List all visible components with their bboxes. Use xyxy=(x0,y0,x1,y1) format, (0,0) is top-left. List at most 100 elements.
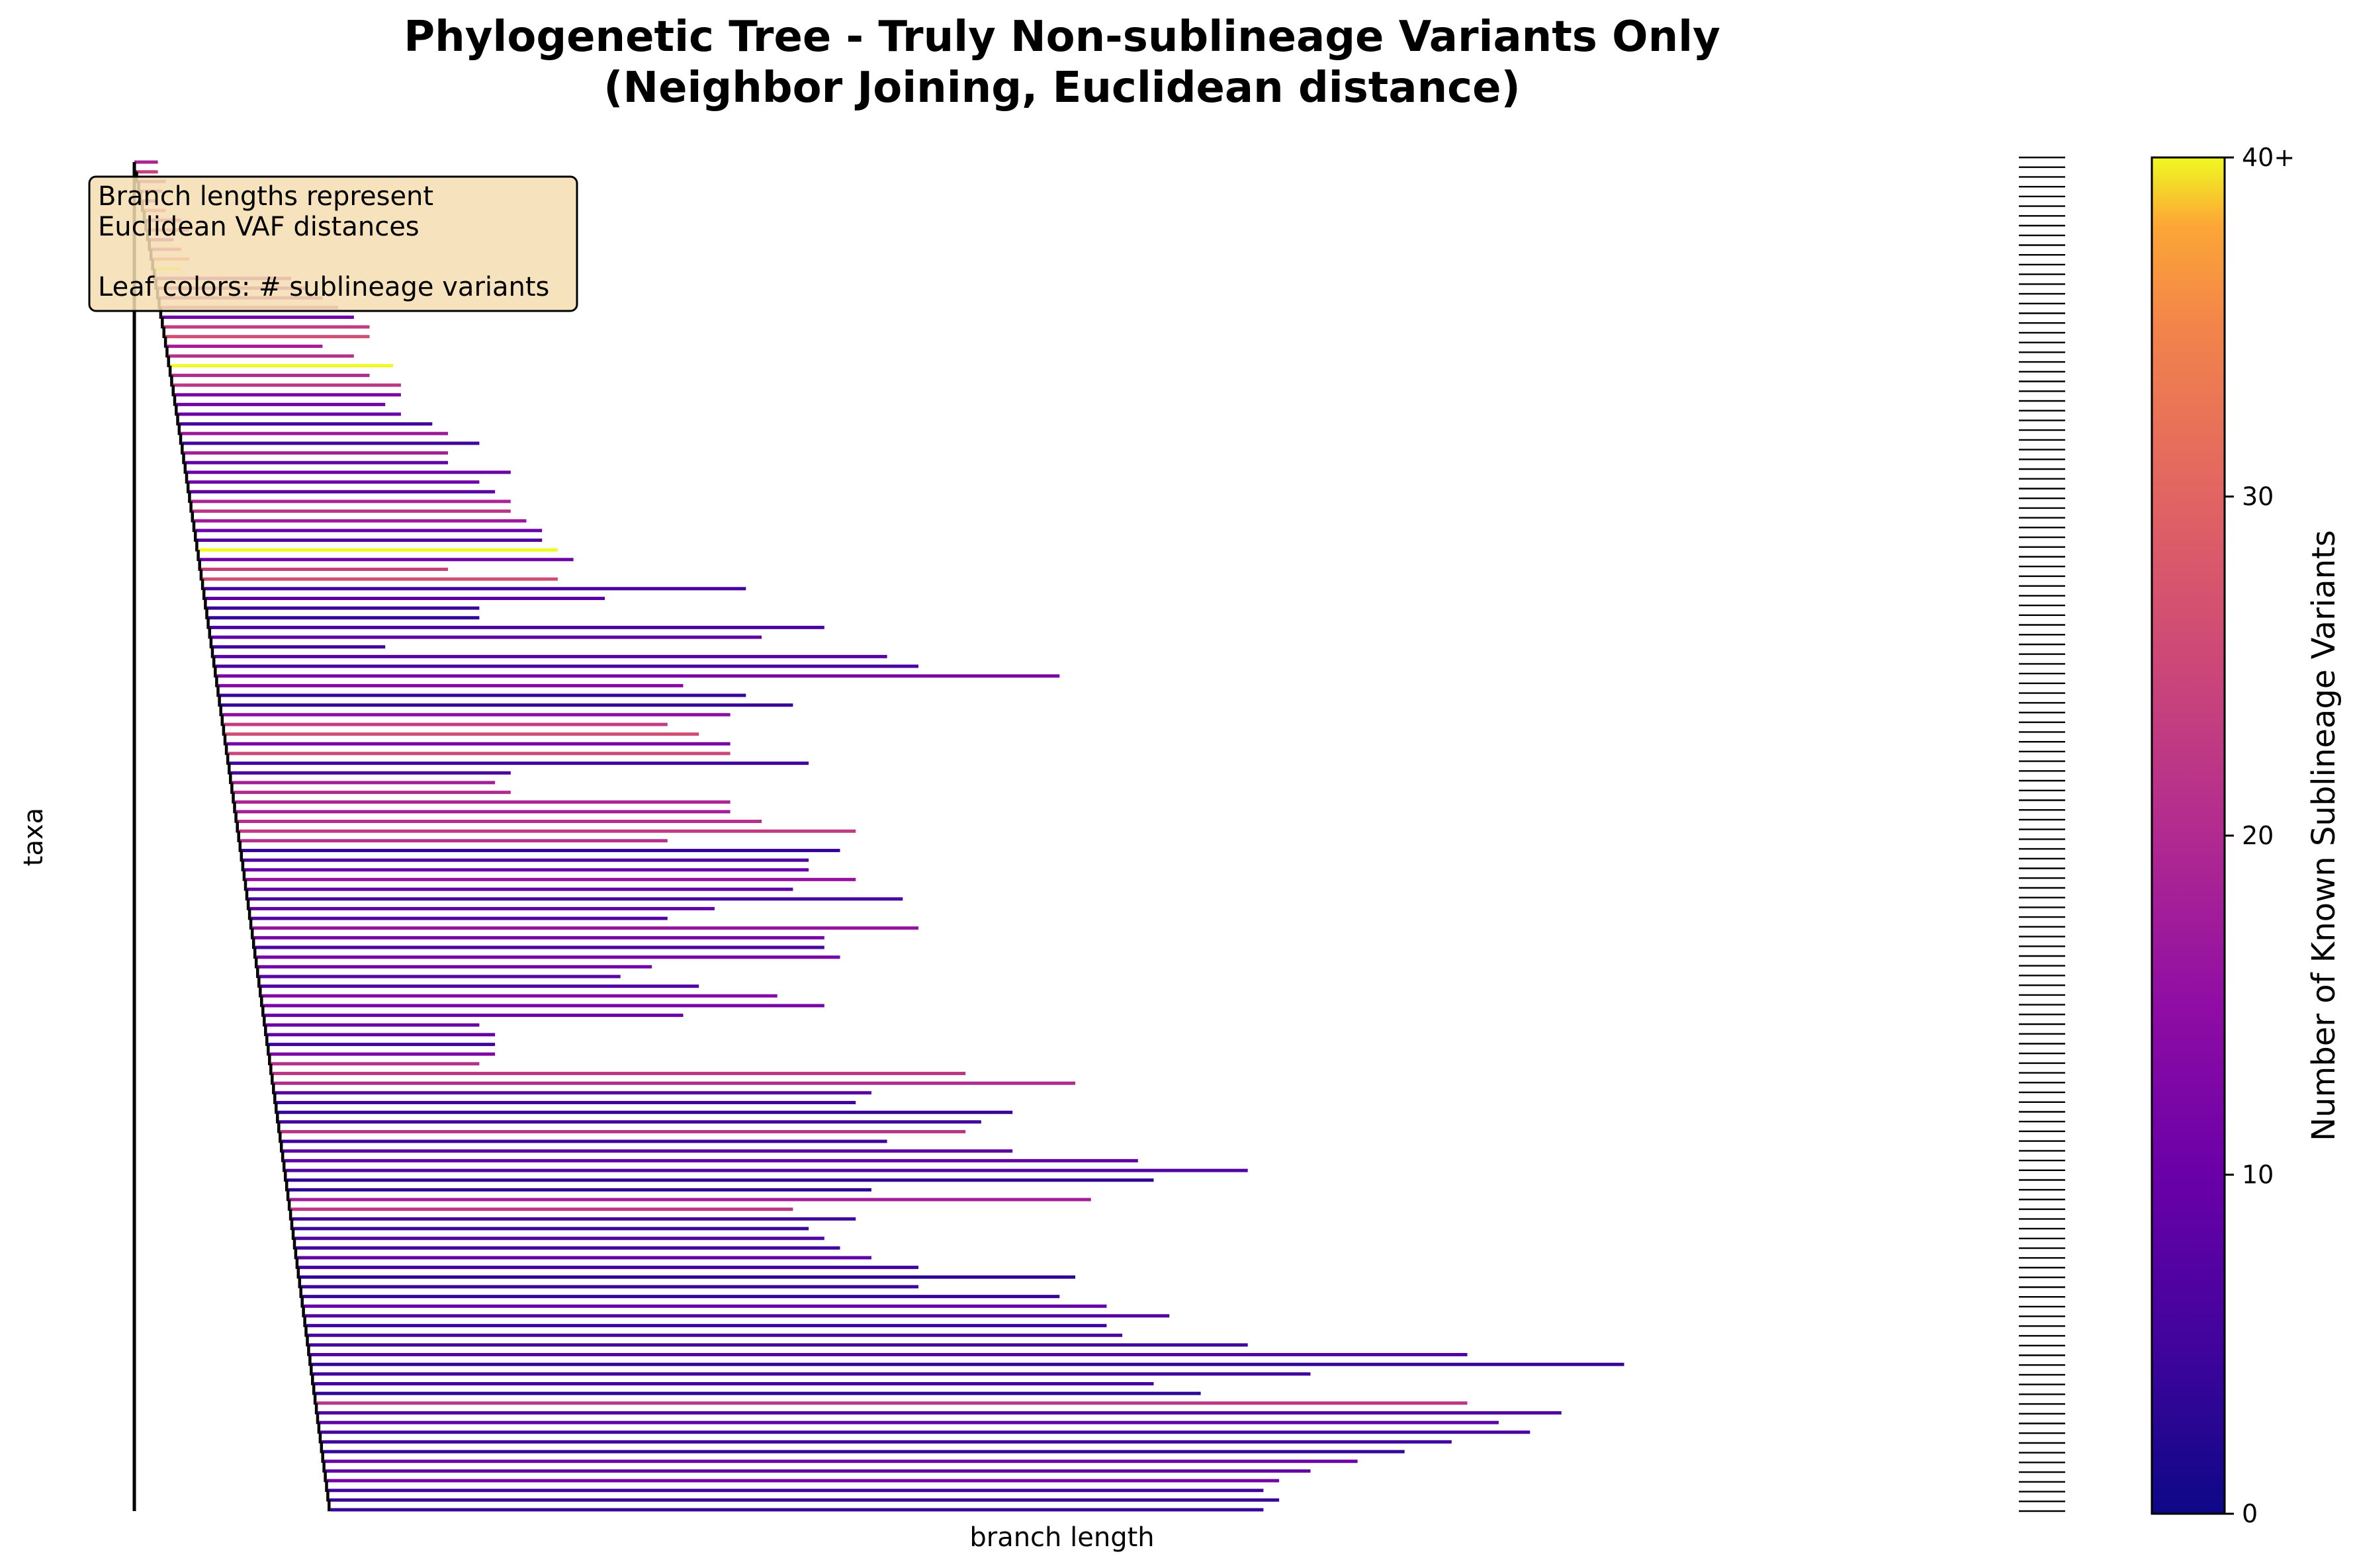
internal-branch xyxy=(199,569,203,581)
colorbar-tick-label: 20 xyxy=(2242,821,2274,850)
internal-branch xyxy=(242,869,246,881)
internal-branch xyxy=(173,394,177,406)
internal-branch xyxy=(188,492,191,503)
internal-branch xyxy=(303,1315,306,1327)
internal-branch xyxy=(181,443,184,455)
internal-branch xyxy=(295,1258,299,1269)
internal-branch xyxy=(218,695,221,707)
internal-branch xyxy=(244,879,247,891)
internal-branch xyxy=(210,646,214,658)
internal-branch xyxy=(251,937,255,949)
internal-branch xyxy=(232,792,235,804)
internal-branch xyxy=(212,656,216,668)
internal-branch xyxy=(254,957,258,969)
internal-branch xyxy=(321,1452,324,1463)
internal-branch xyxy=(253,947,257,959)
internal-branch xyxy=(238,840,242,852)
internal-branch xyxy=(279,1131,282,1143)
internal-branch xyxy=(177,423,181,435)
internal-branch xyxy=(185,472,189,484)
internal-branch xyxy=(318,1432,322,1444)
internal-branch xyxy=(298,1277,302,1289)
internal-branch xyxy=(222,724,226,736)
internal-branch xyxy=(275,1102,278,1114)
internal-branch xyxy=(198,559,201,571)
internal-branch xyxy=(290,1219,294,1231)
internal-branch xyxy=(189,501,193,513)
internal-branch xyxy=(276,1112,279,1124)
internal-branch xyxy=(245,889,249,901)
internal-branch xyxy=(325,1481,328,1492)
internal-branch xyxy=(226,753,230,765)
internal-branch xyxy=(220,715,224,726)
internal-branch xyxy=(179,433,183,445)
internal-branch xyxy=(176,414,179,425)
colorbar-tick-label: 30 xyxy=(2242,482,2274,511)
internal-branch xyxy=(209,637,213,648)
internal-branch xyxy=(263,1015,266,1027)
internal-branch xyxy=(240,850,244,862)
internal-branch xyxy=(313,1393,317,1405)
leaf-tick-column xyxy=(2019,156,2065,1512)
internal-branch xyxy=(299,1286,302,1298)
internal-branch xyxy=(202,588,206,600)
internal-branch xyxy=(170,375,173,387)
internal-branch xyxy=(279,1141,283,1153)
internal-branch xyxy=(183,462,187,474)
internal-branch xyxy=(300,1296,304,1308)
internal-branch xyxy=(233,802,236,814)
colorbar-tick-label: 40+ xyxy=(2242,143,2295,172)
internal-branch xyxy=(193,530,197,542)
internal-branch xyxy=(214,666,217,677)
internal-branch xyxy=(307,1344,310,1356)
internal-branch xyxy=(285,1180,289,1192)
internal-branch xyxy=(234,811,238,823)
internal-branch xyxy=(326,1490,330,1502)
internal-branch xyxy=(219,705,222,717)
internal-branch xyxy=(304,1325,308,1337)
internal-branch xyxy=(316,1413,320,1424)
internal-branch xyxy=(268,1054,271,1066)
internal-branch xyxy=(215,675,218,687)
internal-branch xyxy=(216,685,220,697)
internal-branch xyxy=(324,1471,327,1483)
internal-branch xyxy=(229,773,232,785)
internal-branch xyxy=(241,860,245,872)
annotation-box: Branch lengths represent Euclidean VAF d… xyxy=(88,175,578,312)
internal-branch xyxy=(317,1422,321,1434)
internal-branch xyxy=(272,1083,275,1095)
internal-branch xyxy=(256,967,259,979)
colorbar-ticks: 0 10 20 30 40+ xyxy=(2225,143,2295,1528)
internal-branch xyxy=(311,1373,314,1385)
colorbar: 0 10 20 30 40+ Number of Known Sublineage Va… xyxy=(2151,143,2342,1528)
internal-branch xyxy=(306,1335,309,1347)
internal-branch xyxy=(162,327,166,339)
internal-branch xyxy=(247,908,251,920)
internal-branch xyxy=(237,831,240,843)
y-axis-label: taxa xyxy=(19,808,49,866)
colorbar-gradient xyxy=(2151,156,2226,1515)
internal-branch xyxy=(328,1500,331,1512)
internal-branch xyxy=(271,1073,274,1085)
internal-branch xyxy=(286,1190,290,1201)
internal-branch xyxy=(230,782,234,794)
internal-branch xyxy=(224,744,228,756)
internal-branch xyxy=(281,1151,285,1162)
internal-branch xyxy=(163,336,167,348)
internal-branch xyxy=(208,627,212,639)
internal-branch xyxy=(195,540,199,552)
internal-branch xyxy=(291,1229,295,1240)
internal-branch xyxy=(296,1267,300,1279)
annotation-line-3: Leaf colors: # sublineage variants xyxy=(98,272,549,302)
internal-branch xyxy=(206,617,210,629)
internal-branch xyxy=(223,734,227,746)
internal-branch xyxy=(273,1092,277,1104)
chart-title-line2: (Neighbor Joining, Euclidean distance) xyxy=(603,64,1520,112)
internal-branch xyxy=(265,1034,269,1046)
internal-branch xyxy=(246,898,250,910)
internal-branch xyxy=(191,511,195,523)
internal-branch xyxy=(250,928,254,939)
internal-branch xyxy=(259,986,262,998)
internal-branch xyxy=(175,404,178,416)
